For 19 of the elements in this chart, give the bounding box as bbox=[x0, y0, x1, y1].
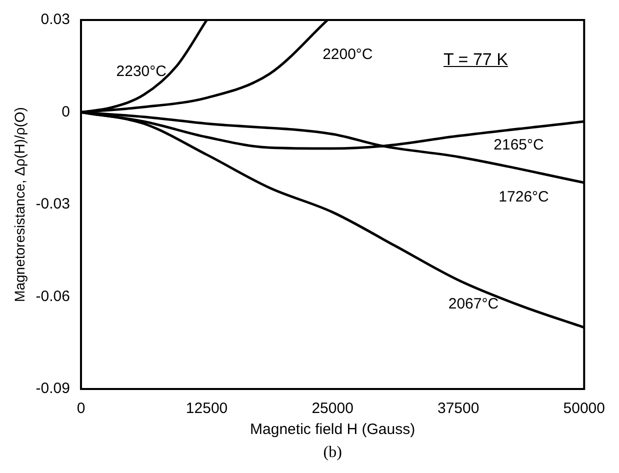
series-label: 2067°C bbox=[448, 295, 499, 312]
x-tick-label: 50000 bbox=[563, 400, 606, 418]
annotation: T = 77 K bbox=[444, 50, 508, 70]
x-tick-label: 25000 bbox=[312, 400, 354, 418]
x-tick-label: 0 bbox=[76, 400, 86, 418]
y-tick-label: 0.03 bbox=[40, 11, 70, 28]
y-tick-label: -0.06 bbox=[36, 288, 70, 305]
y-tick-label: -0.03 bbox=[36, 196, 70, 213]
y-tick-label: 0 bbox=[62, 103, 70, 120]
y-axis-title: Magnetoresistance, Δρ(H)/ρ(O) bbox=[11, 107, 28, 302]
series-label: 2165°C bbox=[494, 136, 544, 154]
x-tick-label: 37500 bbox=[437, 400, 480, 418]
y-tick-label: -0.09 bbox=[36, 380, 70, 398]
text: (b) bbox=[323, 444, 342, 462]
series-label: 2230°C bbox=[116, 62, 167, 80]
x-axis-title: Magnetic field H (Gauss) bbox=[250, 421, 416, 438]
series-label: 1726°C bbox=[498, 188, 550, 206]
series-label: 2200°C bbox=[322, 46, 373, 64]
x-tick-label: 12500 bbox=[186, 400, 228, 418]
